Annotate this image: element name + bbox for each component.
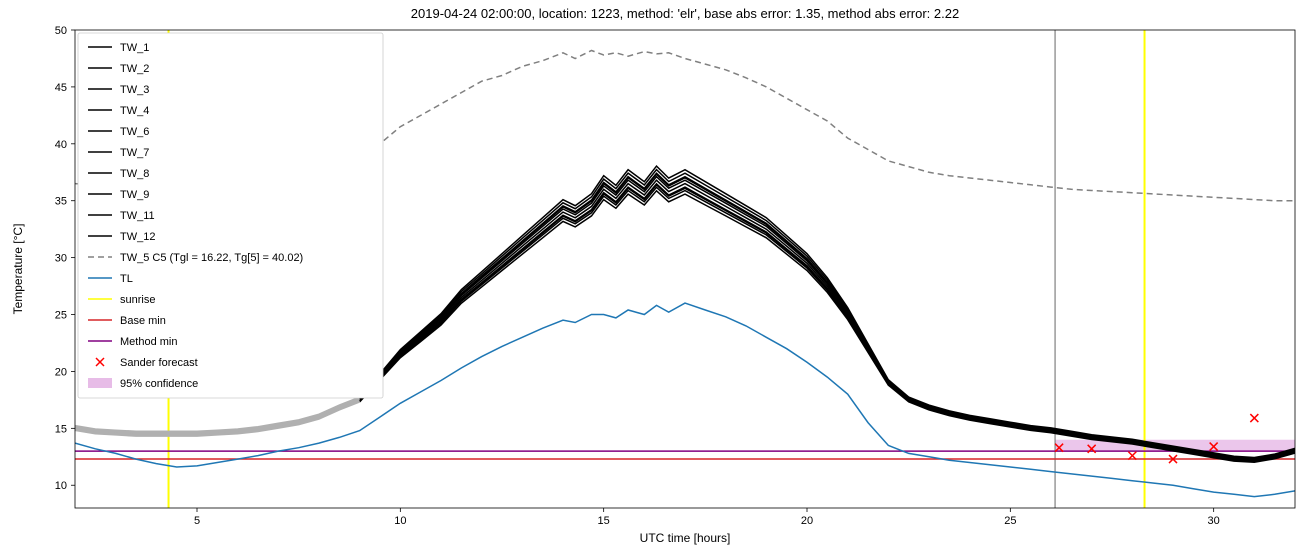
ylabel: Temperature [°C] [11, 224, 25, 315]
legend-label: TW_4 [120, 105, 149, 117]
xtick-label: 30 [1208, 515, 1220, 527]
legend-label: TW_8 [120, 168, 149, 180]
ytick-label: 15 [55, 423, 67, 435]
ytick-label: 10 [55, 480, 67, 492]
chart-title: 2019-04-24 02:00:00, location: 1223, met… [411, 6, 959, 21]
ytick-label: 40 [55, 139, 67, 151]
legend-label: TW_12 [120, 231, 155, 243]
legend-label: Base min [120, 315, 166, 327]
legend-label: Method min [120, 336, 177, 348]
legend-label: sunrise [120, 294, 155, 306]
legend-label: TW_6 [120, 126, 149, 138]
legend-label: 95% confidence [120, 378, 198, 390]
ytick-label: 30 [55, 253, 67, 265]
legend-label: TW_1 [120, 42, 149, 54]
legend-swatch [88, 378, 112, 388]
xtick-label: 10 [394, 515, 406, 527]
legend-label: Sander forecast [120, 357, 198, 369]
xtick-label: 25 [1004, 515, 1016, 527]
ytick-label: 20 [55, 366, 67, 378]
legend-label: TW_5 C5 (Tgl = 16.22, Tg[5] = 40.02) [120, 252, 303, 264]
ytick-label: 45 [55, 82, 67, 94]
legend-label: TW_11 [120, 210, 155, 222]
xtick-label: 15 [598, 515, 610, 527]
xtick-label: 20 [801, 515, 813, 527]
xtick-label: 5 [194, 515, 200, 527]
legend-label: TW_3 [120, 84, 149, 96]
ytick-label: 50 [55, 25, 67, 37]
ytick-label: 25 [55, 310, 67, 322]
chart-svg: 5 10 15 20 25 30 10 15 20 25 30 35 40 45 50 UTC time [h… [0, 0, 1310, 547]
legend-label: TW_9 [120, 189, 149, 201]
ytick-label: 35 [55, 196, 67, 208]
legend-label: TL [120, 273, 133, 285]
chart-container: 5 10 15 20 25 30 10 15 20 25 30 35 40 45 50 UTC time [h… [0, 0, 1310, 547]
legend-label: TW_2 [120, 63, 149, 75]
legend-label: TW_7 [120, 147, 149, 159]
xlabel: UTC time [hours] [640, 531, 731, 545]
